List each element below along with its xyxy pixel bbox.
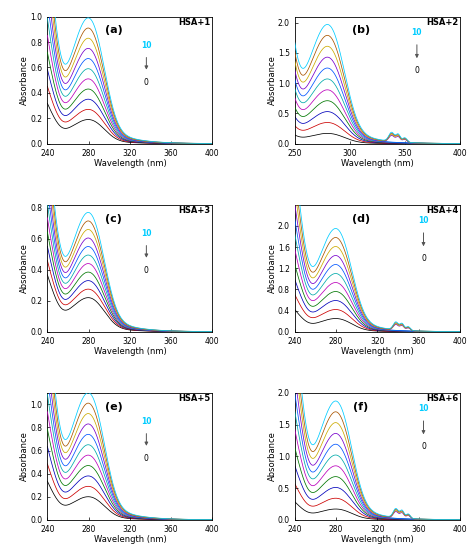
Text: 0: 0 <box>144 454 149 463</box>
Text: 10: 10 <box>411 28 422 37</box>
Y-axis label: Absorbance: Absorbance <box>20 55 29 105</box>
X-axis label: Wavelength (nm): Wavelength (nm) <box>341 535 414 544</box>
Text: 0: 0 <box>421 442 426 451</box>
Y-axis label: Absorbance: Absorbance <box>20 431 29 481</box>
Text: 0: 0 <box>144 265 149 275</box>
Text: (e): (e) <box>104 401 122 411</box>
Text: (c): (c) <box>105 213 122 223</box>
Text: 10: 10 <box>141 40 152 50</box>
Text: 0: 0 <box>421 254 426 263</box>
Text: (b): (b) <box>352 25 370 35</box>
X-axis label: Wavelength (nm): Wavelength (nm) <box>93 347 166 356</box>
Text: 10: 10 <box>418 404 429 413</box>
Text: (a): (a) <box>104 25 122 35</box>
Text: 10: 10 <box>141 229 152 238</box>
Text: 0: 0 <box>414 66 419 75</box>
Y-axis label: Absorbance: Absorbance <box>267 431 276 481</box>
Text: HSA+6: HSA+6 <box>426 394 458 403</box>
Y-axis label: Absorbance: Absorbance <box>267 55 276 105</box>
Text: (f): (f) <box>353 401 368 411</box>
Text: 10: 10 <box>141 417 152 426</box>
X-axis label: Wavelength (nm): Wavelength (nm) <box>341 347 414 356</box>
Y-axis label: Absorbance: Absorbance <box>20 243 29 293</box>
X-axis label: Wavelength (nm): Wavelength (nm) <box>93 159 166 168</box>
X-axis label: Wavelength (nm): Wavelength (nm) <box>341 159 414 168</box>
Text: HSA+2: HSA+2 <box>426 18 458 27</box>
Text: (d): (d) <box>352 213 370 223</box>
Text: HSA+5: HSA+5 <box>178 394 211 403</box>
Text: 0: 0 <box>144 77 149 87</box>
Y-axis label: Absorbance: Absorbance <box>267 243 276 293</box>
Text: HSA+1: HSA+1 <box>178 18 211 27</box>
Text: 10: 10 <box>418 216 429 225</box>
Text: HSA+3: HSA+3 <box>179 206 211 215</box>
Text: HSA+4: HSA+4 <box>426 206 458 215</box>
X-axis label: Wavelength (nm): Wavelength (nm) <box>93 535 166 544</box>
